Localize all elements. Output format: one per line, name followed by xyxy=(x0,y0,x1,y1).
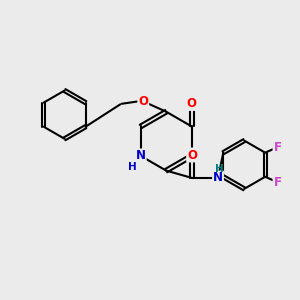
Text: N: N xyxy=(213,172,223,184)
Text: O: O xyxy=(138,95,148,108)
Text: H: H xyxy=(215,164,224,174)
Text: N: N xyxy=(136,149,146,162)
Text: F: F xyxy=(274,176,281,189)
Text: H: H xyxy=(128,162,137,172)
Text: O: O xyxy=(187,97,197,110)
Text: F: F xyxy=(274,141,281,154)
Text: O: O xyxy=(187,148,197,161)
